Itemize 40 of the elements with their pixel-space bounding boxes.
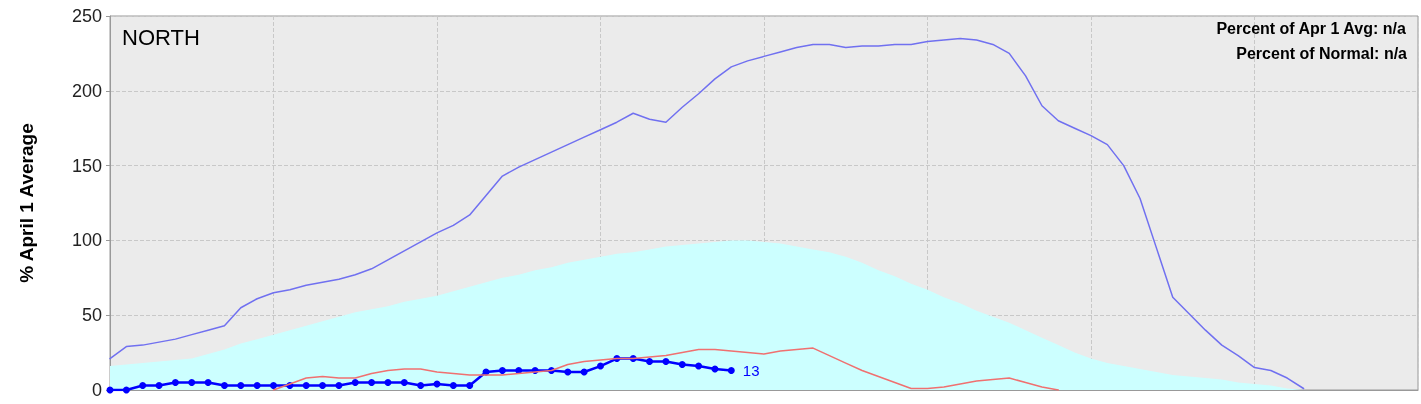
point bbox=[270, 382, 277, 390]
point bbox=[646, 358, 654, 366]
point bbox=[368, 379, 376, 387]
point bbox=[449, 382, 457, 390]
line-series bbox=[272, 347, 1060, 391]
point bbox=[727, 367, 735, 375]
point bbox=[695, 362, 703, 370]
point bbox=[417, 382, 425, 390]
point bbox=[155, 382, 163, 390]
point bbox=[319, 382, 327, 390]
annotation: Percent of Apr 1 Avg: n/a bbox=[1216, 19, 1406, 37]
point bbox=[335, 382, 343, 390]
point bbox=[204, 379, 212, 387]
y-axis-title: % April 1 Average bbox=[16, 123, 37, 283]
point bbox=[597, 362, 604, 370]
point bbox=[237, 382, 245, 390]
y-tick-label: 250 bbox=[71, 6, 102, 26]
point bbox=[188, 379, 196, 387]
y-tick-label: 150 bbox=[71, 155, 102, 176]
point bbox=[253, 382, 261, 390]
y-tick-label: 100 bbox=[71, 230, 102, 251]
point bbox=[171, 379, 179, 387]
point bbox=[351, 379, 359, 387]
point bbox=[122, 386, 130, 394]
data-label: 13 bbox=[742, 362, 760, 380]
y-tick-label: 50 bbox=[81, 305, 102, 326]
point bbox=[220, 382, 228, 390]
annotation: Percent of Normal: n/a bbox=[1236, 44, 1408, 62]
point bbox=[466, 382, 474, 390]
point bbox=[384, 379, 392, 387]
annotation: NORTH bbox=[122, 24, 200, 50]
point bbox=[400, 379, 408, 387]
point bbox=[678, 361, 686, 369]
point bbox=[139, 382, 147, 390]
y-tick-label: 0 bbox=[91, 380, 102, 400]
point bbox=[302, 382, 310, 390]
point bbox=[564, 368, 572, 376]
point bbox=[662, 358, 670, 366]
y-tick-label: 200 bbox=[71, 80, 102, 101]
point bbox=[498, 367, 506, 375]
